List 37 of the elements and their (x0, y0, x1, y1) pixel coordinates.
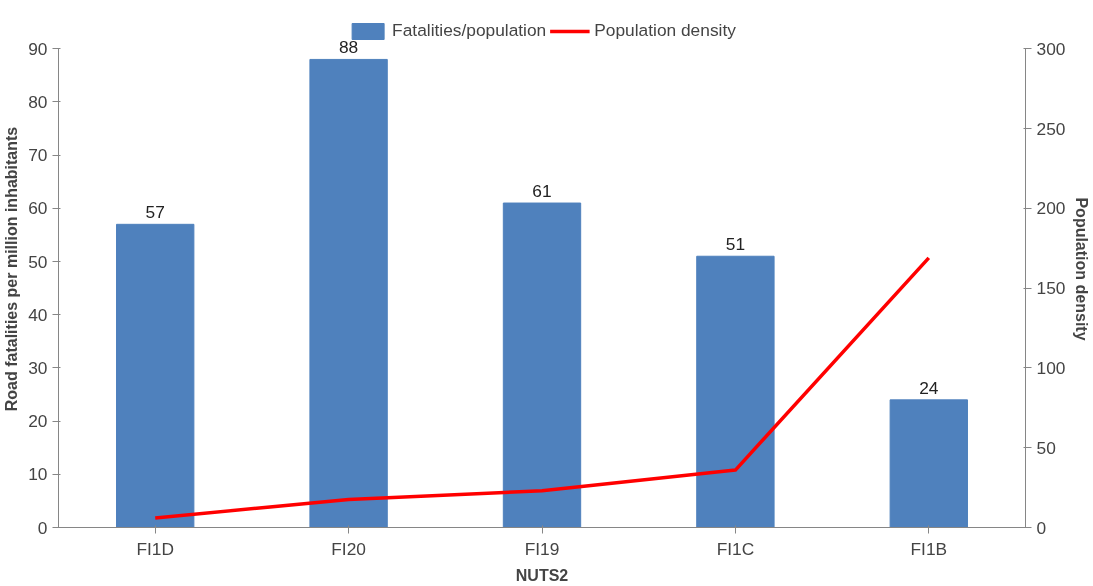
y-tick-label: 10 (28, 464, 48, 485)
bar (116, 223, 195, 528)
x-tick-label: FI20 (331, 538, 366, 559)
y2-tick-label: 250 (1036, 118, 1066, 139)
x-tick-label: FI1B (910, 538, 948, 559)
y2-tick-label: 0 (1036, 517, 1047, 538)
y-tick-label: 30 (28, 357, 48, 378)
y-tick-label: 80 (28, 91, 48, 112)
data-label: 51 (725, 234, 746, 255)
y2-axis-title: Population density (1073, 197, 1091, 341)
data-label: 88 (338, 37, 359, 58)
y-tick-label: 70 (28, 145, 48, 166)
x-tick-label: FI1D (136, 538, 174, 559)
legend-label: Fatalities/population (392, 20, 547, 41)
bar (696, 255, 775, 528)
data-label: 24 (919, 377, 939, 398)
y-tick-label: 50 (28, 251, 48, 272)
y-tick-label: 90 (28, 38, 48, 59)
y-tick-label: 20 (28, 411, 48, 432)
y-axis-title: Road fatalities per million inhabitants (3, 126, 21, 412)
y2-tick-label: 150 (1036, 278, 1066, 299)
bar (889, 399, 968, 528)
x-tick-label: FI19 (524, 538, 560, 559)
legend-label: Population density (594, 20, 736, 41)
data-label: 57 (145, 202, 165, 223)
x-axis-title: NUTS2 (515, 566, 569, 584)
x-tick-label: FI1C (716, 538, 755, 559)
y-tick-label: 40 (28, 304, 48, 325)
y-tick-label: 60 (28, 198, 48, 219)
bar (502, 202, 582, 528)
y2-tick-label: 50 (1036, 437, 1056, 458)
y2-tick-label: 200 (1036, 198, 1066, 219)
y2-tick-label: 100 (1036, 357, 1066, 378)
y-tick-label: 0 (37, 517, 48, 538)
data-label: 61 (532, 181, 552, 202)
y2-tick-label: 300 (1036, 38, 1066, 59)
bar (309, 58, 388, 528)
